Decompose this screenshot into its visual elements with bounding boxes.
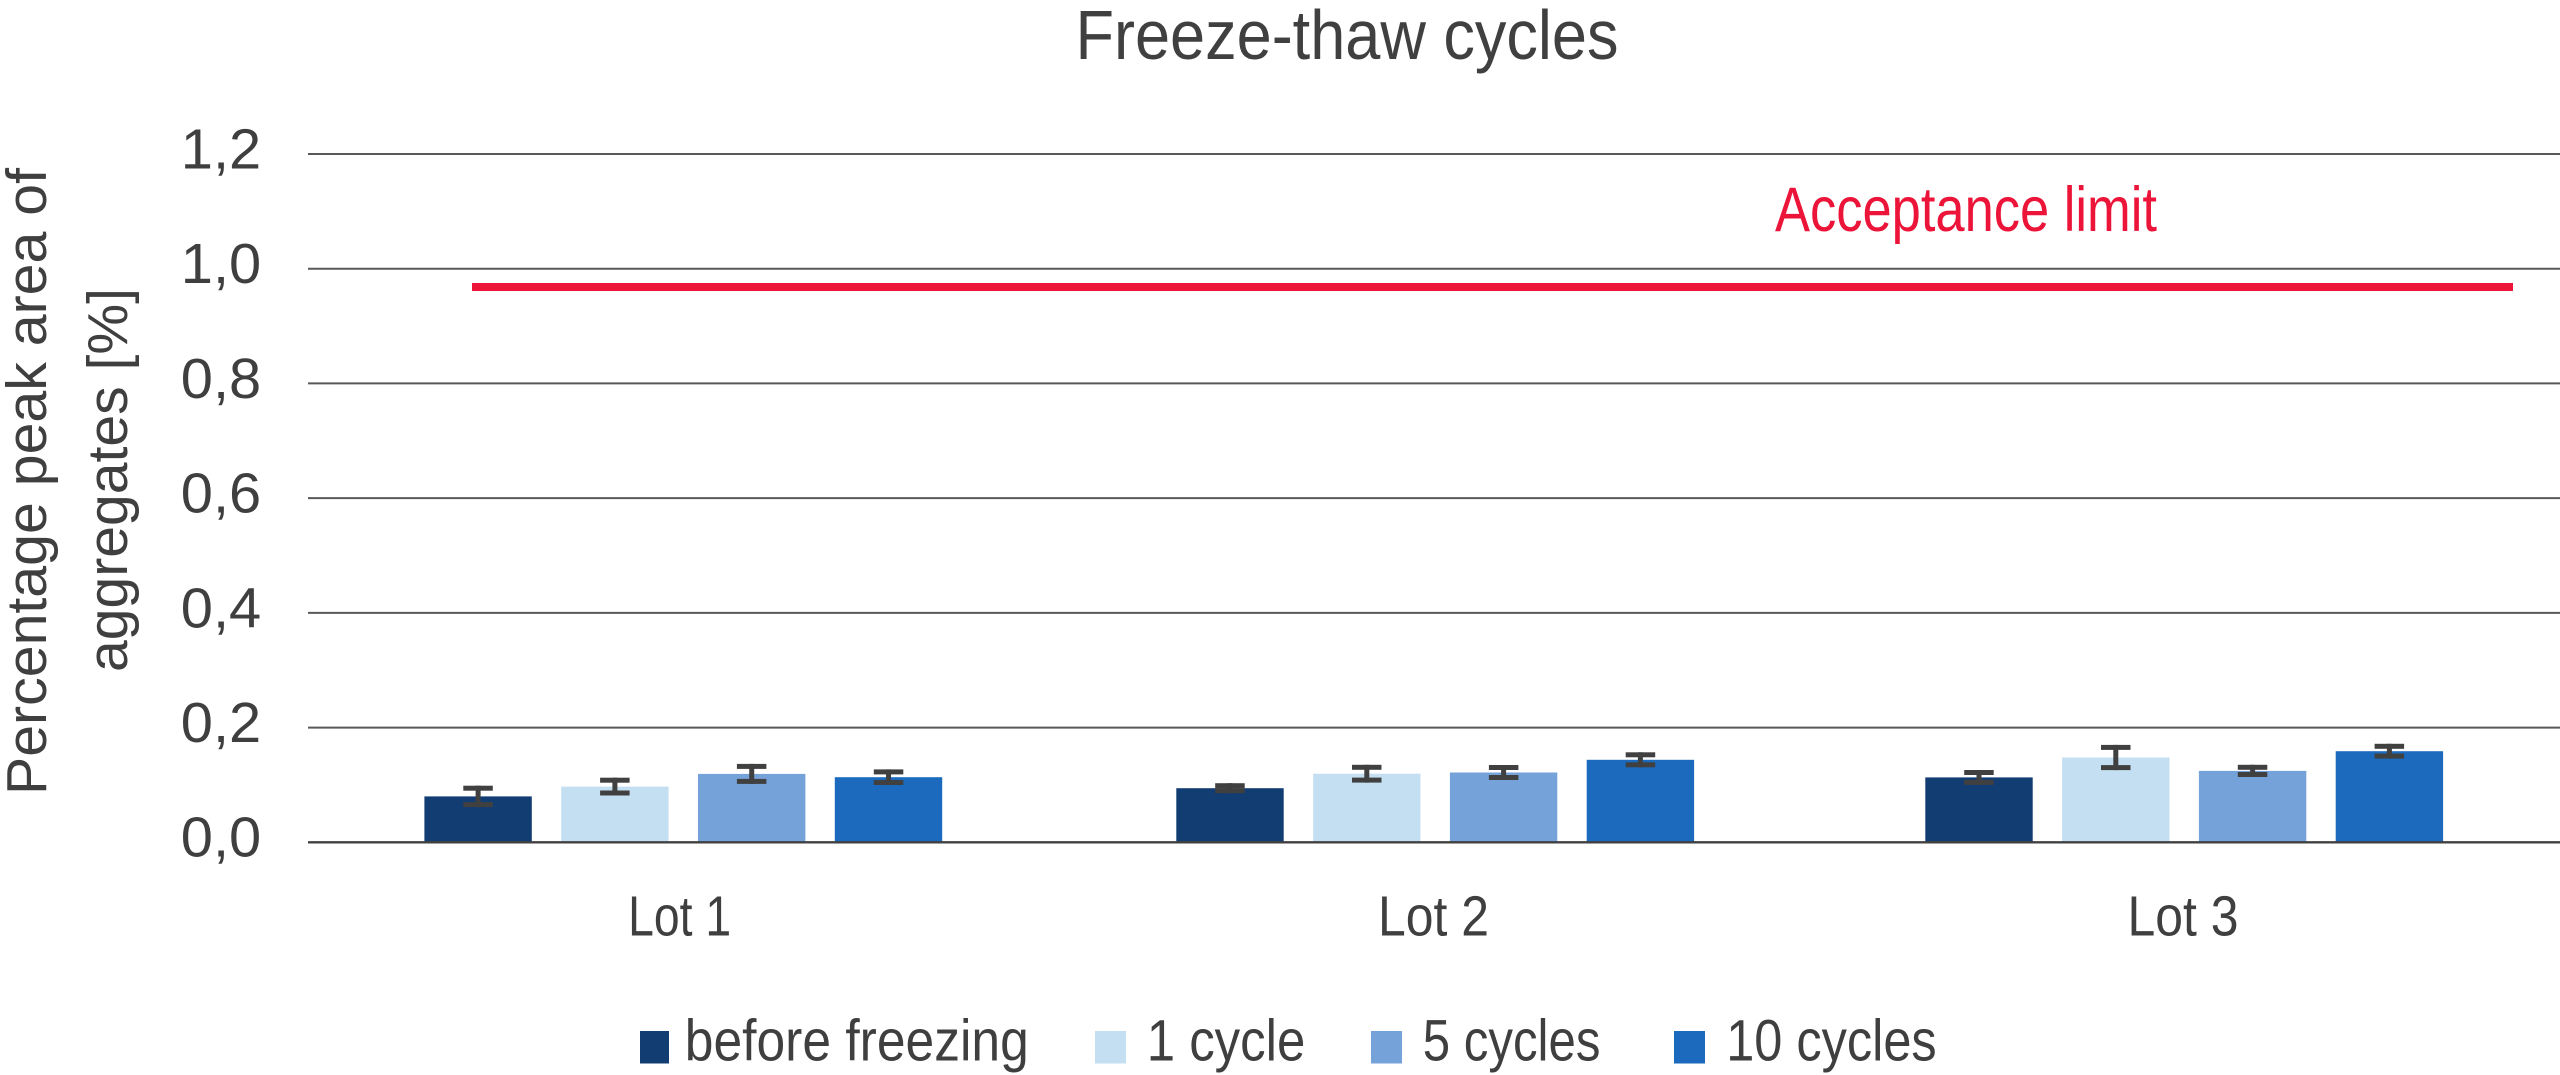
svg-text:0,2: 0,2	[181, 691, 261, 755]
svg-text:Lot 2: Lot 2	[1378, 884, 1489, 948]
svg-text:Freeze-thaw cycles: Freeze-thaw cycles	[1076, 0, 1619, 74]
svg-text:1 cycle: 1 cycle	[1147, 1008, 1306, 1073]
svg-text:0,6: 0,6	[181, 462, 261, 526]
svg-text:Acceptance limit: Acceptance limit	[1775, 175, 2157, 245]
svg-text:10 cycles: 10 cycles	[1726, 1008, 1937, 1073]
svg-text:Lot 1: Lot 1	[628, 884, 731, 948]
svg-text:1,2: 1,2	[181, 117, 261, 181]
svg-text:0,8: 0,8	[181, 347, 261, 411]
svg-text:5 cycles: 5 cycles	[1423, 1008, 1601, 1073]
svg-text:before freezing: before freezing	[685, 1008, 1029, 1073]
svg-text:1,0: 1,0	[181, 232, 261, 296]
svg-text:0,4: 0,4	[181, 576, 261, 640]
svg-text:Lot 3: Lot 3	[2128, 884, 2239, 948]
svg-text:aggregates [%]: aggregates [%]	[76, 288, 140, 672]
svg-text:0,0: 0,0	[181, 806, 261, 870]
svg-text:Percentage peak area of: Percentage peak area of	[0, 168, 59, 795]
